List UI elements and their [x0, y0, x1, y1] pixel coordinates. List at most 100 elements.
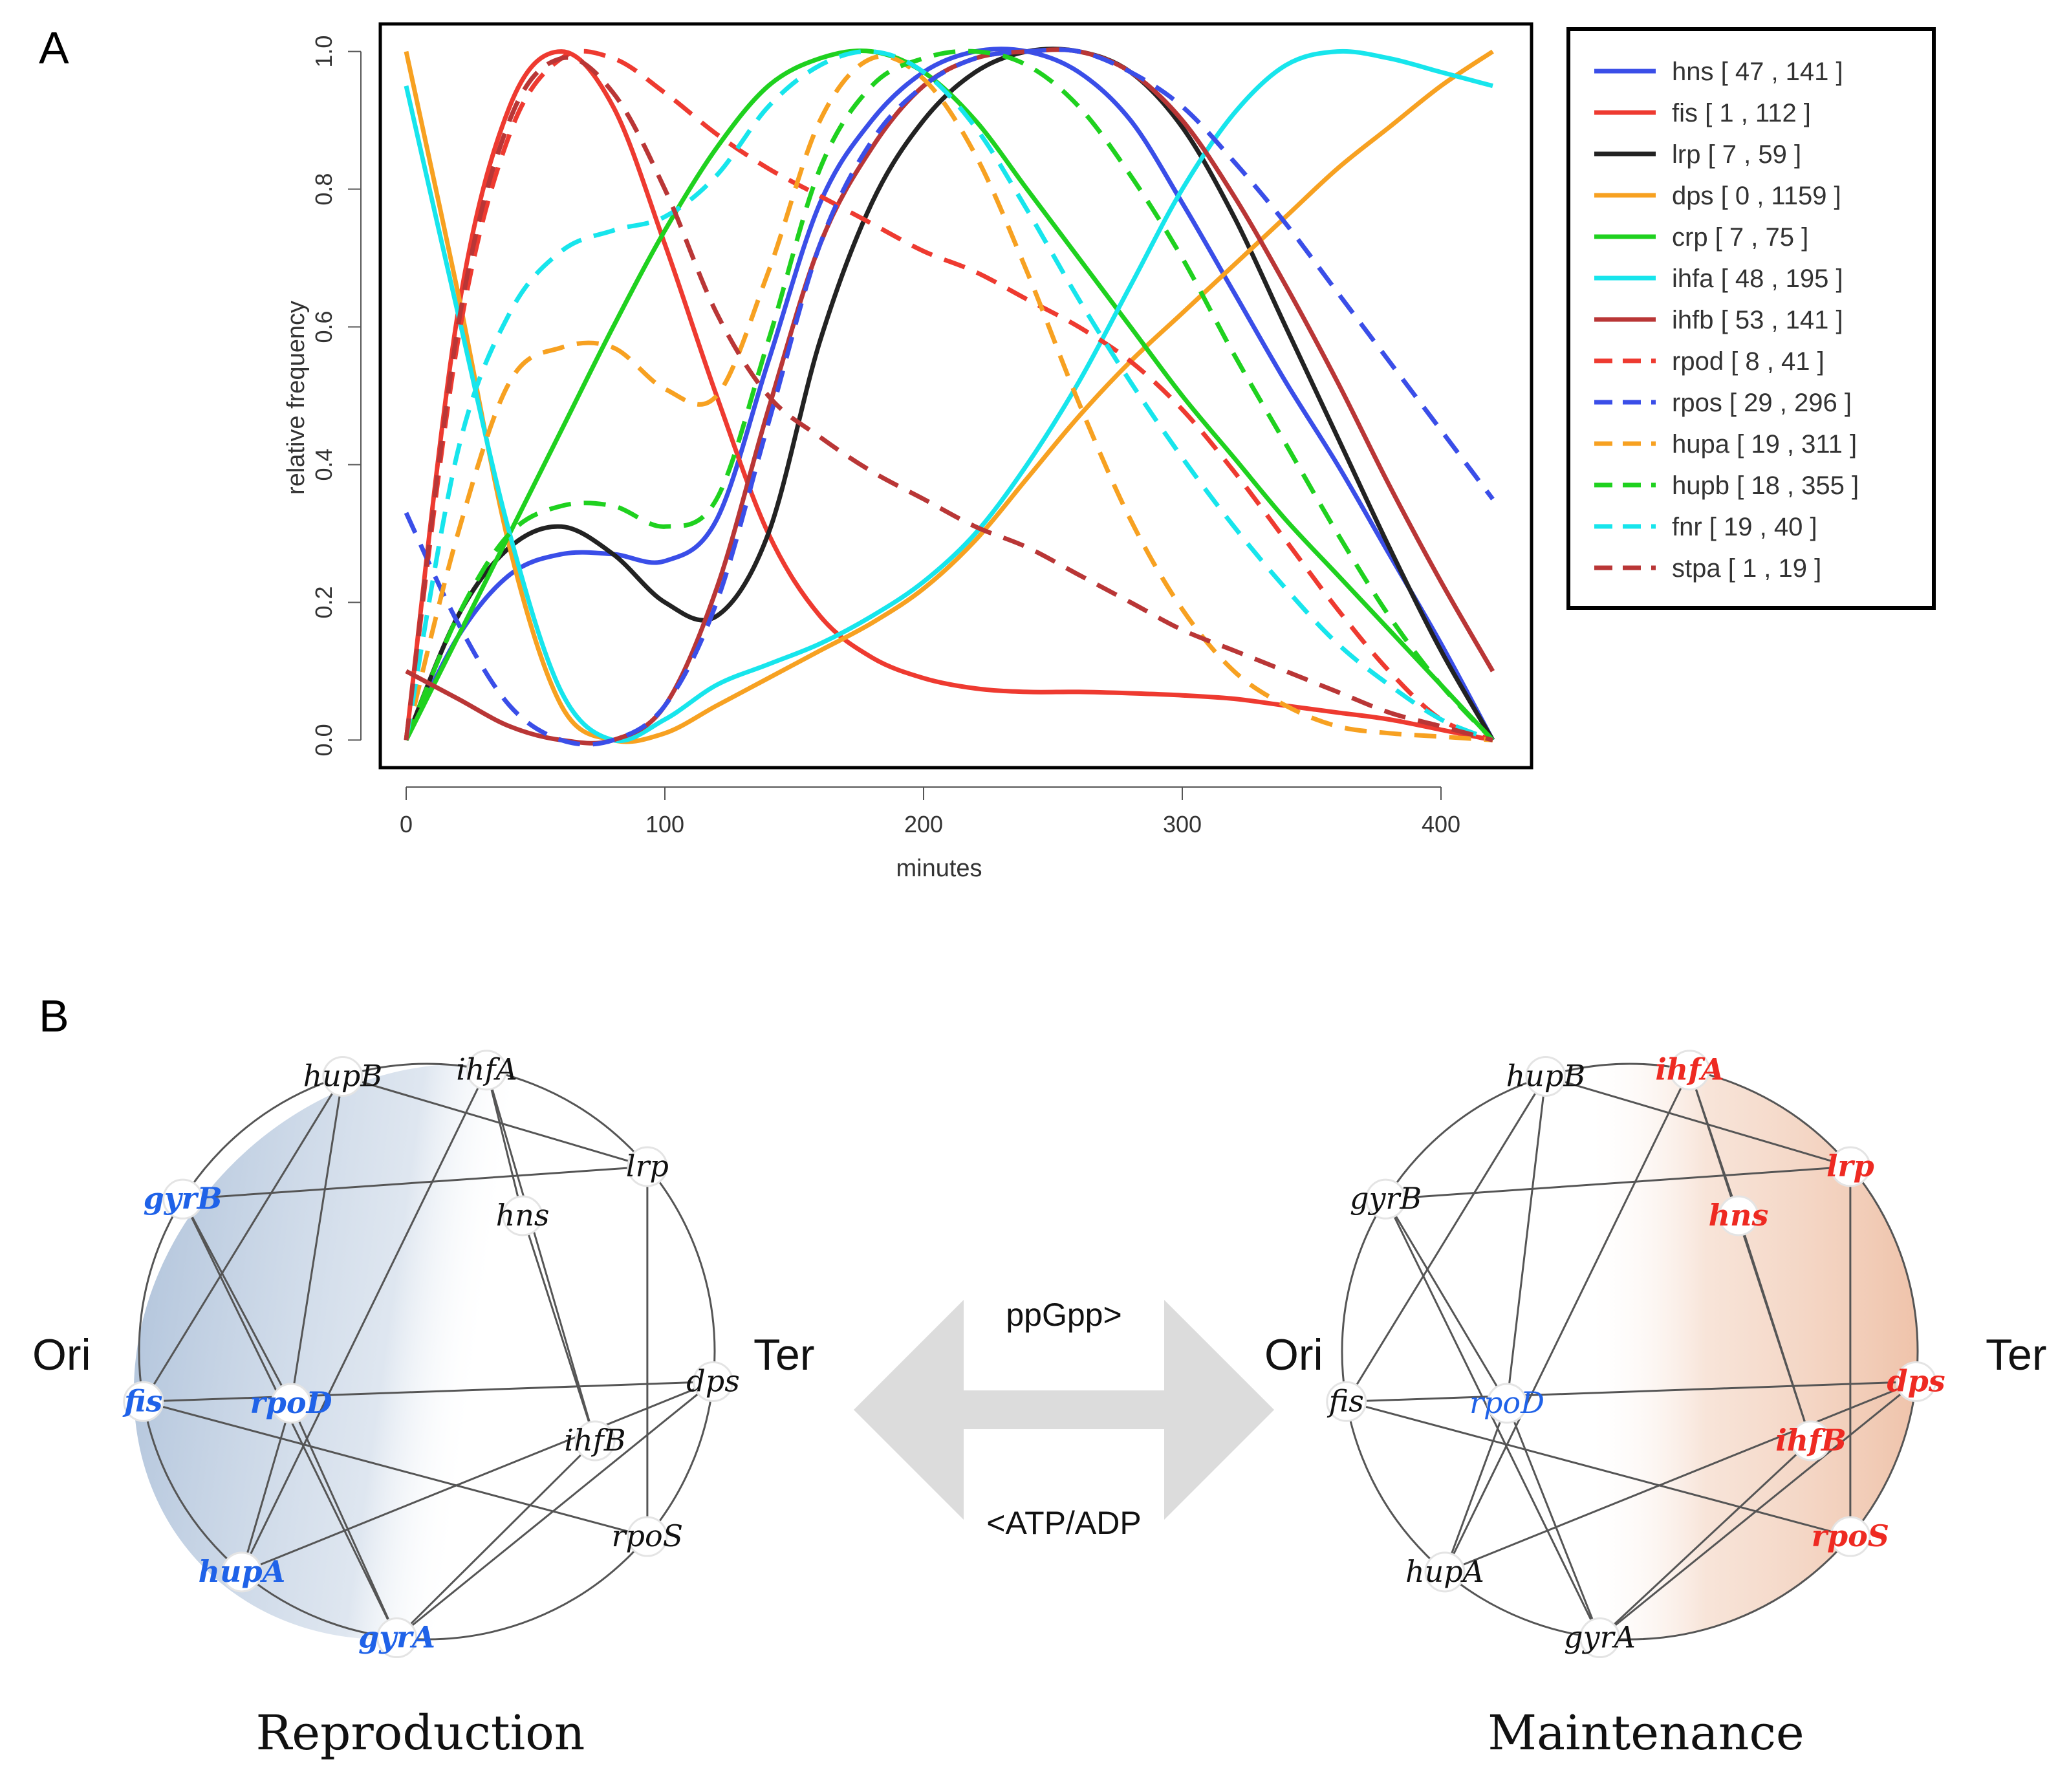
double-arrow: ppGpp> <ATP/ADP: [854, 1297, 1274, 1541]
node-label-ihfA: ihfA: [456, 1052, 517, 1087]
edge-dps-hupA: [241, 1381, 714, 1573]
series-line-stpa: [404, 55, 1493, 742]
chromosome-circle-right: [1341, 1063, 1919, 1641]
legend-items: hns [ 47 , 141 ] fis [ 1 , 112 ] lrp [ 7 ,…: [1594, 58, 1859, 583]
node-dot-hns: [502, 1195, 543, 1236]
reproduction-shade: [96, 1064, 528, 1639]
legend-label-dps: dps [ 0 , 1159 ]: [1672, 182, 1841, 210]
node-dot-rpoD: [1486, 1383, 1528, 1424]
panel-a-label: A: [39, 23, 69, 73]
edge-ihfA-hupA: [241, 1070, 488, 1573]
y-axis-label: relative frequency: [283, 301, 310, 495]
node-dot-fis: [1326, 1381, 1367, 1422]
nodes-left: hupB ihfA lrp hns gyrB rpoD fis dps ihfB rpoS hupA…: [122, 1050, 740, 1659]
edge-ihfA-hupA: [1444, 1070, 1691, 1573]
y-tick-label: 0.8: [310, 173, 337, 206]
node-dot-dps: [1896, 1361, 1937, 1403]
node-label-hns: hns: [496, 1198, 550, 1233]
series-line-crp: [404, 48, 1495, 742]
node-dot-rpoD: [270, 1383, 312, 1424]
node-dot-ihfA: [1669, 1050, 1711, 1091]
edge-hupB-fis: [1345, 1075, 1547, 1403]
network-maintenance: hupB ihfA lrp hns gyrB rpoD fis dps ihfB rpoS hupA…: [1264, 1050, 2046, 1761]
series-line-ihfa: [404, 49, 1493, 744]
x-axis-label: minutes: [896, 855, 982, 882]
series-line-hns: [404, 47, 1495, 742]
y-tick-label: 0.4: [310, 448, 337, 480]
node-label-gyrA: gyrA: [1564, 1620, 1636, 1655]
series-lines: [404, 47, 1495, 747]
legend-label-stpa: stpa [ 1 , 19 ]: [1672, 554, 1821, 583]
edge-gyrB-rpoD: [182, 1198, 292, 1404]
nodes-right: hupB ihfA lrp hns gyrB rpoD fis dps ihfB rpoS hupA…: [1326, 1050, 1945, 1659]
node-label-rpoD: rpoD: [250, 1385, 332, 1420]
node-dot-hupB: [322, 1055, 363, 1097]
node-label-rpoS: rpoS: [1812, 1518, 1889, 1553]
node-dot-ihfB: [1790, 1420, 1832, 1462]
edge-fis-rpoS: [143, 1400, 648, 1538]
edge-hupB-rpoD: [290, 1076, 344, 1404]
y-tick-label: 0.0: [310, 724, 337, 756]
caption-reproduction: Reproduction: [256, 1705, 585, 1761]
node-label-fis: fis: [122, 1383, 162, 1418]
series-line-rpod: [404, 49, 1494, 742]
edge-ihfB-gyrA: [396, 1440, 596, 1639]
edge-hns-ihfB: [521, 1215, 596, 1441]
edge-lrp-gyrB: [182, 1165, 647, 1200]
x-tick-label: 300: [1163, 811, 1202, 837]
edge-hupB-lrp: [342, 1075, 648, 1168]
edge-fis-rpoS: [1346, 1400, 1851, 1538]
legend-label-fis: fis [ 1 , 112 ]: [1672, 99, 1811, 127]
arrow-top-gap: [964, 1337, 1164, 1390]
edge-dps-hupA: [1444, 1381, 1917, 1573]
node-dot-ihfB: [574, 1420, 616, 1462]
edge-fis-dps: [1346, 1381, 1916, 1403]
edge-gyrB-rpoD: [1385, 1198, 1508, 1404]
node-label-gyrB: gyrB: [144, 1181, 222, 1216]
ter-label-right: Ter: [1986, 1330, 2046, 1379]
ori-label-left: Ori: [32, 1330, 91, 1379]
node-label-hupA: hupA: [199, 1554, 286, 1589]
legend-label-hns: hns [ 47 , 141 ]: [1672, 58, 1843, 86]
node-label-hupA: hupA: [1405, 1554, 1484, 1589]
plot-frame: [378, 22, 1533, 770]
x-tick-label: 100: [645, 811, 684, 837]
x-tick-label: 200: [904, 811, 943, 837]
y-tick-label: 0.2: [310, 586, 337, 618]
edge-hupB-rpoD: [1506, 1076, 1547, 1404]
node-dot-lrp: [627, 1146, 668, 1187]
node-dot-hupA: [1424, 1551, 1466, 1593]
node-label-lrp: lrp: [626, 1149, 669, 1183]
edge-ihfA-ihfB: [486, 1070, 596, 1441]
legend-label-crp: crp [ 7 , 75 ]: [1672, 223, 1808, 252]
legend-label-hupb: hupb [ 18 , 355 ]: [1672, 471, 1859, 500]
node-label-rpoD: rpoD: [1469, 1385, 1544, 1420]
network-reproduction: hupB ihfA lrp hns gyrB rpoD fis dps ihfB rpoS hupA…: [32, 1050, 814, 1761]
node-label-hupB: hupB: [1506, 1058, 1586, 1093]
node-dot-gyrB: [1365, 1178, 1407, 1220]
edge-fis-dps: [143, 1381, 713, 1403]
caption-maintenance: Maintenance: [1488, 1705, 1804, 1761]
legend-label-hupa: hupa [ 19 , 311 ]: [1672, 430, 1857, 459]
node-dot-rpoS: [1830, 1516, 1871, 1557]
series-line-rpos: [404, 47, 1495, 747]
chart-axes: 0 100 200 300 400 0.0 0.2 0.4 0.6 0.8 1.0: [310, 36, 1460, 837]
node-label-ihfB: ihfB: [1775, 1423, 1847, 1458]
y-tick-label: 1.0: [310, 36, 337, 68]
ter-label-left: Ter: [753, 1330, 814, 1379]
node-dot-ihfA: [466, 1050, 508, 1091]
edge-hupB-fis: [142, 1075, 344, 1403]
atp-adp-label: <ATP/ADP: [986, 1505, 1141, 1541]
double-arrow-shape: [854, 1300, 1274, 1520]
legend-label-rpos: rpos [ 29 , 296 ]: [1672, 389, 1852, 417]
panel-b-label: B: [39, 991, 69, 1041]
chromosome-circle-left: [138, 1063, 716, 1641]
node-label-ihfA: ihfA: [1655, 1052, 1724, 1087]
edge-gyrB-gyrA: [1385, 1198, 1601, 1639]
arrow-bottom-gap: [964, 1429, 1164, 1482]
edge-hupB-lrp: [1545, 1075, 1851, 1168]
series-line-hupb: [404, 49, 1495, 742]
edge-hns-ihfB: [1737, 1215, 1812, 1441]
